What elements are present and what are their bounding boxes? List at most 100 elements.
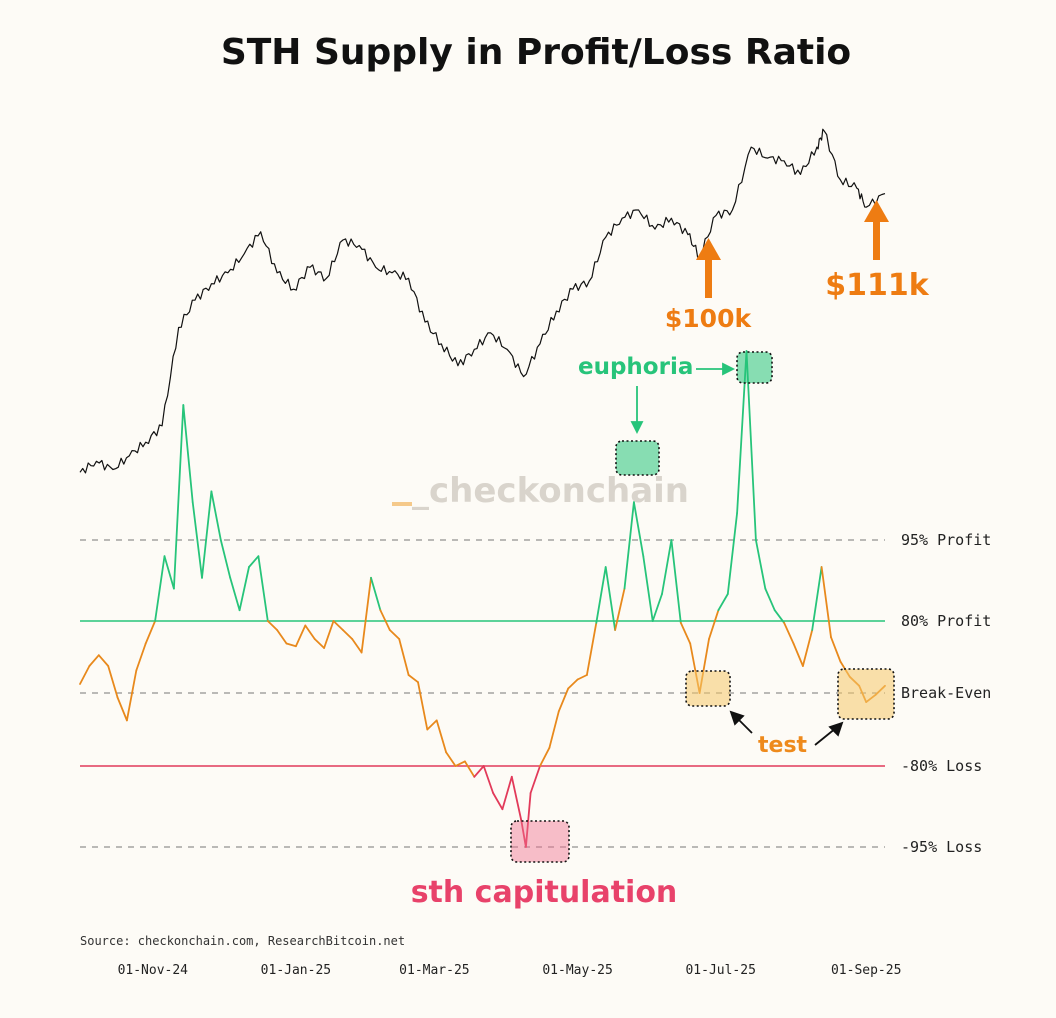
- ratio-segment-41: [454, 760, 466, 767]
- reference-label-4: -95% Loss: [901, 838, 982, 856]
- ratio-segment-51: [539, 746, 551, 767]
- ratio-segment-23: [285, 642, 297, 648]
- annotation-test: test: [758, 733, 808, 758]
- ratio-segment-79: [802, 629, 814, 667]
- ratio-segment-18: [238, 566, 250, 612]
- ratio-segment-39: [435, 719, 448, 754]
- ratio-segment-22: [276, 629, 288, 645]
- test-box-2: [837, 668, 895, 720]
- reference-levels: 95% Profit 80% Profit Break-Even -80% Loss -…: [80, 531, 991, 856]
- x-tick-label-1: 01-Jan-25: [261, 963, 331, 978]
- price-line: [79, 128, 886, 474]
- ratio-segment-34: [388, 629, 401, 640]
- ratio-segment-48: [520, 819, 527, 848]
- ratio-segment-19: [248, 555, 260, 568]
- annotation-sth-capitulation: sth capitulation: [411, 875, 678, 910]
- ratio-segment-12: [182, 404, 194, 504]
- ratio-segment-50: [529, 765, 541, 794]
- annotation-euphoria: euphoria: [578, 354, 693, 380]
- price-arrows: [696, 200, 889, 298]
- ratio-segment-61: [633, 501, 645, 558]
- price-series: [79, 128, 886, 474]
- ratio-segment-56: [586, 621, 598, 676]
- ratio-segment-17: [229, 576, 241, 612]
- ratio-segment-1: [79, 665, 91, 685]
- ratio-segment-58: [604, 566, 616, 631]
- euphoria-box-1: [615, 440, 660, 476]
- ratio-segment-21: [266, 620, 279, 631]
- ratio-segment-8: [144, 620, 157, 645]
- chart-title: STH Supply in Profit/Loss Ratio: [221, 32, 851, 73]
- ratio-segment-70: [717, 593, 729, 612]
- euphoria-arrows: [630, 362, 736, 435]
- test-box-1: [685, 670, 731, 707]
- x-tick-label-2: 01-Mar-25: [399, 963, 469, 978]
- x-axis-ticks: 01-Nov-24 01-Jan-25 01-Mar-25 01-May-25 01-J…: [118, 963, 902, 978]
- ratio-segment-26: [313, 638, 326, 649]
- reference-label-0: 95% Profit: [901, 531, 991, 549]
- ratio-segment-55: [576, 674, 588, 681]
- reference-label-2: Break-Even: [901, 684, 991, 702]
- annotation-price-111k: $111k: [825, 268, 929, 303]
- euphoria-box-2: [736, 351, 773, 384]
- x-tick-label-5: 01-Sep-25: [831, 963, 901, 978]
- ratio-segment-38: [426, 719, 438, 731]
- ratio-segment-13: [191, 501, 203, 579]
- ratio-segment-2: [88, 654, 100, 667]
- ratio-segment-78: [792, 642, 804, 667]
- ratio-segment-66: [679, 621, 692, 645]
- test-arrows: [729, 710, 844, 746]
- ratio-segment-29: [341, 629, 354, 640]
- ratio-segment-82: [830, 636, 842, 663]
- ratio-segment-20: [257, 555, 269, 622]
- ratio-segment-43: [473, 765, 485, 778]
- ratio-segment-59: [614, 587, 626, 631]
- ratio-segment-25: [304, 624, 316, 640]
- x-tick-label-3: 01-May-25: [542, 963, 612, 978]
- ratio-segment-9: [154, 555, 166, 622]
- watermark-underscore: [392, 502, 412, 506]
- ratio-segment-60: [623, 501, 635, 590]
- ratio-segment-74: [755, 539, 767, 590]
- ratio-segment-28: [332, 620, 344, 631]
- ratio-segment-76: [773, 609, 785, 624]
- ratio-segment-45: [492, 792, 504, 811]
- ratio-segment-71: [726, 512, 738, 595]
- ratio-segment-63: [651, 593, 663, 622]
- ratio-segment-46: [501, 775, 513, 811]
- ratio-segment-31: [360, 576, 372, 654]
- ratio-segment-62: [642, 555, 654, 622]
- ratio-segment-52: [548, 710, 560, 749]
- ratio-segment-81: [820, 566, 832, 639]
- x-tick-label-0: 01-Nov-24: [118, 963, 189, 978]
- ratio-segment-80: [811, 566, 823, 631]
- reference-label-3: -80% Loss: [901, 757, 982, 775]
- annotation-price-100k: $100k: [665, 304, 753, 333]
- ratio-segment-14: [201, 490, 213, 579]
- ratio-segment-69: [708, 609, 720, 640]
- ratio-segment-27: [323, 620, 335, 649]
- ratio-segment-64: [661, 539, 673, 595]
- ratio-segment-32: [370, 576, 382, 612]
- ratio-segment-30: [351, 638, 363, 654]
- ratio-segment-65: [670, 539, 682, 624]
- ratio-segment-37: [417, 681, 429, 731]
- x-tick-label-4: 01-Jul-25: [685, 963, 755, 978]
- ratio-segment-36: [407, 674, 419, 684]
- ratio-segment-42: [463, 760, 476, 778]
- ratio-segment-77: [783, 621, 795, 645]
- ratio-segment-54: [567, 678, 579, 690]
- ratio-segment-35: [398, 638, 410, 676]
- source-note: Source: checkonchain.com, ResearchBitcoi…: [80, 934, 405, 948]
- capitulation-box: [510, 820, 570, 863]
- ratio-series: [79, 350, 886, 848]
- ratio-segment-40: [445, 751, 457, 767]
- ratio-segment-53: [557, 687, 570, 713]
- ratio-segment-57: [595, 566, 607, 624]
- ratio-segment-33: [379, 609, 391, 631]
- ratio-segment-3: [97, 654, 110, 667]
- ratio-segment-47: [510, 775, 523, 821]
- ratio-segment-4: [107, 665, 119, 699]
- ratio-segment-10: [163, 555, 175, 590]
